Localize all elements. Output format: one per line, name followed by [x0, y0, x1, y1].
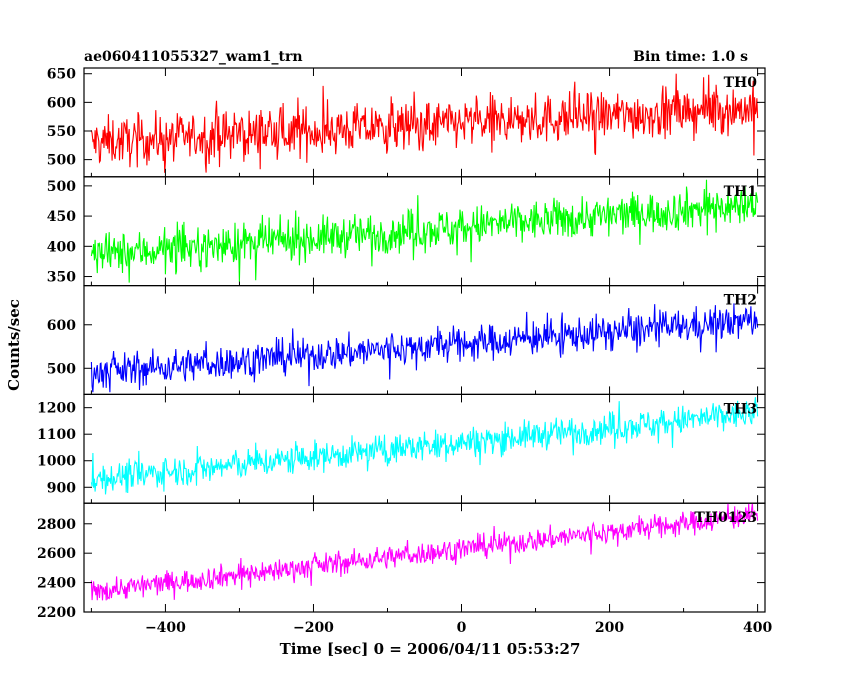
y-tick-label: 2800 [37, 517, 76, 533]
bin-time-label: Bin time: 1.0 s [633, 49, 748, 65]
x-axis-label: Time [sec] 0 = 2006/04/11 05:53:27 [280, 640, 581, 658]
panel-th0123: 2200 2400 2600 2800 TH0123 [37, 502, 766, 621]
y-tick-label: 650 [47, 67, 76, 83]
y-tick-label: 2200 [37, 605, 76, 621]
y-tick-label: 2600 [37, 546, 76, 562]
x-tick-label: −200 [293, 620, 334, 636]
y-tick-label: 550 [47, 124, 76, 140]
panel-label: TH3 [724, 401, 757, 417]
x-tick-label: 200 [595, 620, 624, 636]
y-tick-label: 900 [47, 480, 76, 496]
y-tick-label: 2400 [37, 576, 76, 592]
panel-label: TH0123 [694, 510, 757, 526]
x-tick-label: −400 [145, 620, 186, 636]
y-tick-label: 350 [47, 270, 76, 286]
y-tick-label: 600 [47, 95, 76, 111]
panels-group: 500 550 600 650 TH0 350 400 450 500 TH1 500 600 TH2 9… [37, 67, 772, 636]
panel-th3: 900 1000 1100 1200 TH3 [37, 393, 766, 504]
series-line-th0123 [90, 503, 759, 601]
panel-label: TH0 [724, 75, 758, 91]
series-line-th1 [90, 179, 759, 283]
x-tick-label: 400 [743, 620, 772, 636]
x-tick-label: 0 [457, 620, 467, 636]
series-line-th0 [90, 73, 759, 173]
panel-frame [83, 285, 766, 396]
series-line-th2 [90, 303, 759, 393]
y-tick-label: 1100 [37, 427, 76, 443]
y-tick-label: 600 [47, 318, 76, 334]
y-axis-label: Counts/sec [5, 299, 23, 391]
series-line-th3 [90, 397, 759, 495]
y-tick-label: 500 [47, 361, 76, 377]
panel-frame [83, 393, 766, 504]
panel-th0: 500 550 600 650 TH0 [47, 67, 766, 178]
panel-th1: 350 400 450 500 TH1 [47, 176, 766, 287]
panel-th2: 500 600 TH2 [47, 285, 766, 396]
panel-label: TH2 [724, 293, 757, 309]
y-tick-label: 1200 [37, 401, 76, 417]
y-tick-label: 1000 [37, 454, 76, 470]
panel-frame [83, 502, 766, 613]
chart-title: ae060411055327_wam1_trn [84, 49, 303, 65]
y-tick-label: 500 [47, 179, 76, 195]
y-tick-label: 500 [47, 153, 76, 169]
y-tick-label: 400 [47, 239, 76, 255]
panel-label: TH1 [724, 184, 757, 200]
y-tick-label: 450 [47, 209, 76, 225]
